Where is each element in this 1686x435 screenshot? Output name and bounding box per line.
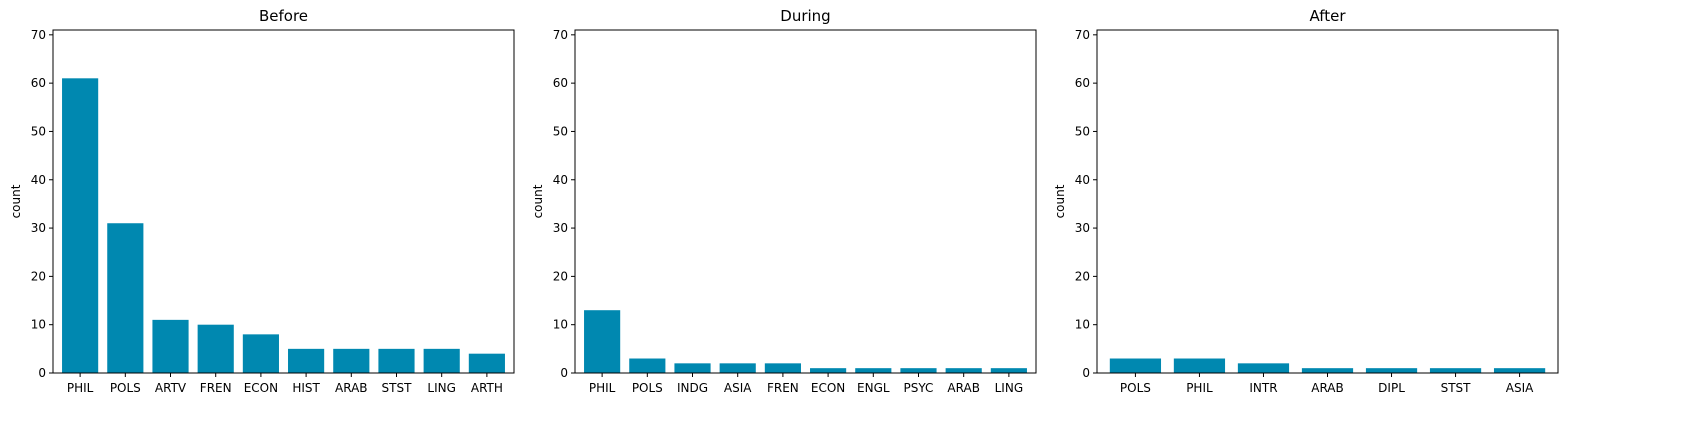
- bar: [674, 363, 711, 373]
- x-tick-label: ARAB: [947, 381, 980, 395]
- x-tick-label: ECON: [244, 381, 278, 395]
- x-tick-label: PHIL: [589, 381, 616, 395]
- bar: [1365, 368, 1418, 373]
- y-axis-label: count: [1053, 184, 1067, 218]
- y-tick-label: 70: [553, 28, 568, 42]
- y-tick-label: 40: [31, 173, 46, 187]
- x-tick-label: ASIA: [724, 381, 752, 395]
- x-tick-label: ENGL: [857, 381, 890, 395]
- y-axis-label: count: [531, 184, 545, 218]
- chart-title: During: [780, 7, 830, 25]
- y-tick-label: 30: [1075, 221, 1090, 235]
- y-tick-label: 20: [553, 269, 568, 283]
- y-tick-label: 70: [31, 28, 46, 42]
- bar: [288, 348, 325, 373]
- chart-title: After: [1309, 7, 1346, 25]
- bar: [107, 223, 144, 373]
- bar: [1301, 368, 1354, 373]
- chart-panel: 0 10 20 30 40 50 60 70 PHIL POLS ARTV FREN ECON HIST A…: [9, 7, 515, 395]
- y-tick-label: 50: [553, 124, 568, 138]
- y-tick-label: 40: [1075, 173, 1090, 187]
- bar: [1237, 363, 1290, 373]
- y-axis-label: count: [9, 184, 23, 218]
- x-tick-label: POLS: [1120, 381, 1151, 395]
- bar: [242, 334, 279, 373]
- y-tick-label: 30: [553, 221, 568, 235]
- y-tick-label: 20: [31, 269, 46, 283]
- chart-title: Before: [259, 7, 308, 25]
- x-tick-label: FREN: [767, 381, 799, 395]
- bar: [333, 348, 370, 373]
- x-tick-label: STST: [1441, 381, 1472, 395]
- bar: [629, 358, 666, 373]
- x-tick-label: PHIL: [67, 381, 94, 395]
- y-tick-label: 30: [31, 221, 46, 235]
- x-tick-label: LING: [995, 381, 1024, 395]
- bar: [152, 319, 189, 373]
- x-tick-label: POLS: [110, 381, 141, 395]
- bar: [197, 324, 234, 373]
- bar: [764, 363, 801, 373]
- bar: [900, 368, 937, 373]
- bar: [62, 78, 99, 373]
- bar: [990, 368, 1027, 373]
- y-tick-label: 10: [1075, 318, 1090, 332]
- y-tick-label: 40: [553, 173, 568, 187]
- x-tick-label: DIPL: [1378, 381, 1405, 395]
- bar: [468, 353, 505, 373]
- x-tick-label: POLS: [632, 381, 663, 395]
- bar: [1429, 368, 1482, 373]
- y-tick-label: 20: [1075, 269, 1090, 283]
- x-tick-label: STST: [382, 381, 413, 395]
- bar: [1493, 368, 1546, 373]
- x-tick-label: PHIL: [1186, 381, 1213, 395]
- bar: [719, 363, 756, 373]
- x-tick-label: ECON: [811, 381, 845, 395]
- bar: [1173, 358, 1226, 373]
- x-tick-label: HIST: [292, 381, 320, 395]
- x-tick-label: ASIA: [1506, 381, 1534, 395]
- x-tick-label: ARAB: [1311, 381, 1344, 395]
- axes-frame: [52, 29, 515, 374]
- bar: [423, 348, 460, 373]
- y-tick-label: 50: [31, 124, 46, 138]
- x-tick-label: FREN: [200, 381, 232, 395]
- x-tick-label: LING: [427, 381, 456, 395]
- y-tick-label: 0: [38, 366, 46, 380]
- y-tick-label: 60: [1075, 76, 1090, 90]
- y-tick-label: 10: [553, 318, 568, 332]
- bar: [945, 368, 982, 373]
- chart-panel: 0 10 20 30 40 50 60 70 PHIL POLS INDG ASIA FREN ECON E…: [531, 7, 1037, 395]
- y-tick-label: 0: [560, 366, 568, 380]
- bar: [810, 368, 847, 373]
- x-tick-label: INDG: [677, 381, 708, 395]
- x-tick-label: INTR: [1249, 381, 1277, 395]
- chart-panel: 0 10 20 30 40 50 60 70 POLS PHIL INTR ARAB DIPL STST A…: [1053, 7, 1559, 395]
- axes-frame: [574, 29, 1037, 374]
- bar: [378, 348, 415, 373]
- y-tick-label: 60: [31, 76, 46, 90]
- y-tick-label: 70: [1075, 28, 1090, 42]
- x-tick-label: ARTH: [471, 381, 503, 395]
- x-tick-label: PSYC: [904, 381, 934, 395]
- y-tick-label: 60: [553, 76, 568, 90]
- x-tick-label: ARAB: [335, 381, 368, 395]
- bar: [1109, 358, 1162, 373]
- y-tick-label: 0: [1082, 366, 1090, 380]
- bar: [584, 310, 621, 373]
- y-tick-label: 50: [1075, 124, 1090, 138]
- x-tick-label: ARTV: [155, 381, 187, 395]
- bar: [855, 368, 892, 373]
- y-tick-label: 10: [31, 318, 46, 332]
- axes-frame: [1096, 29, 1559, 374]
